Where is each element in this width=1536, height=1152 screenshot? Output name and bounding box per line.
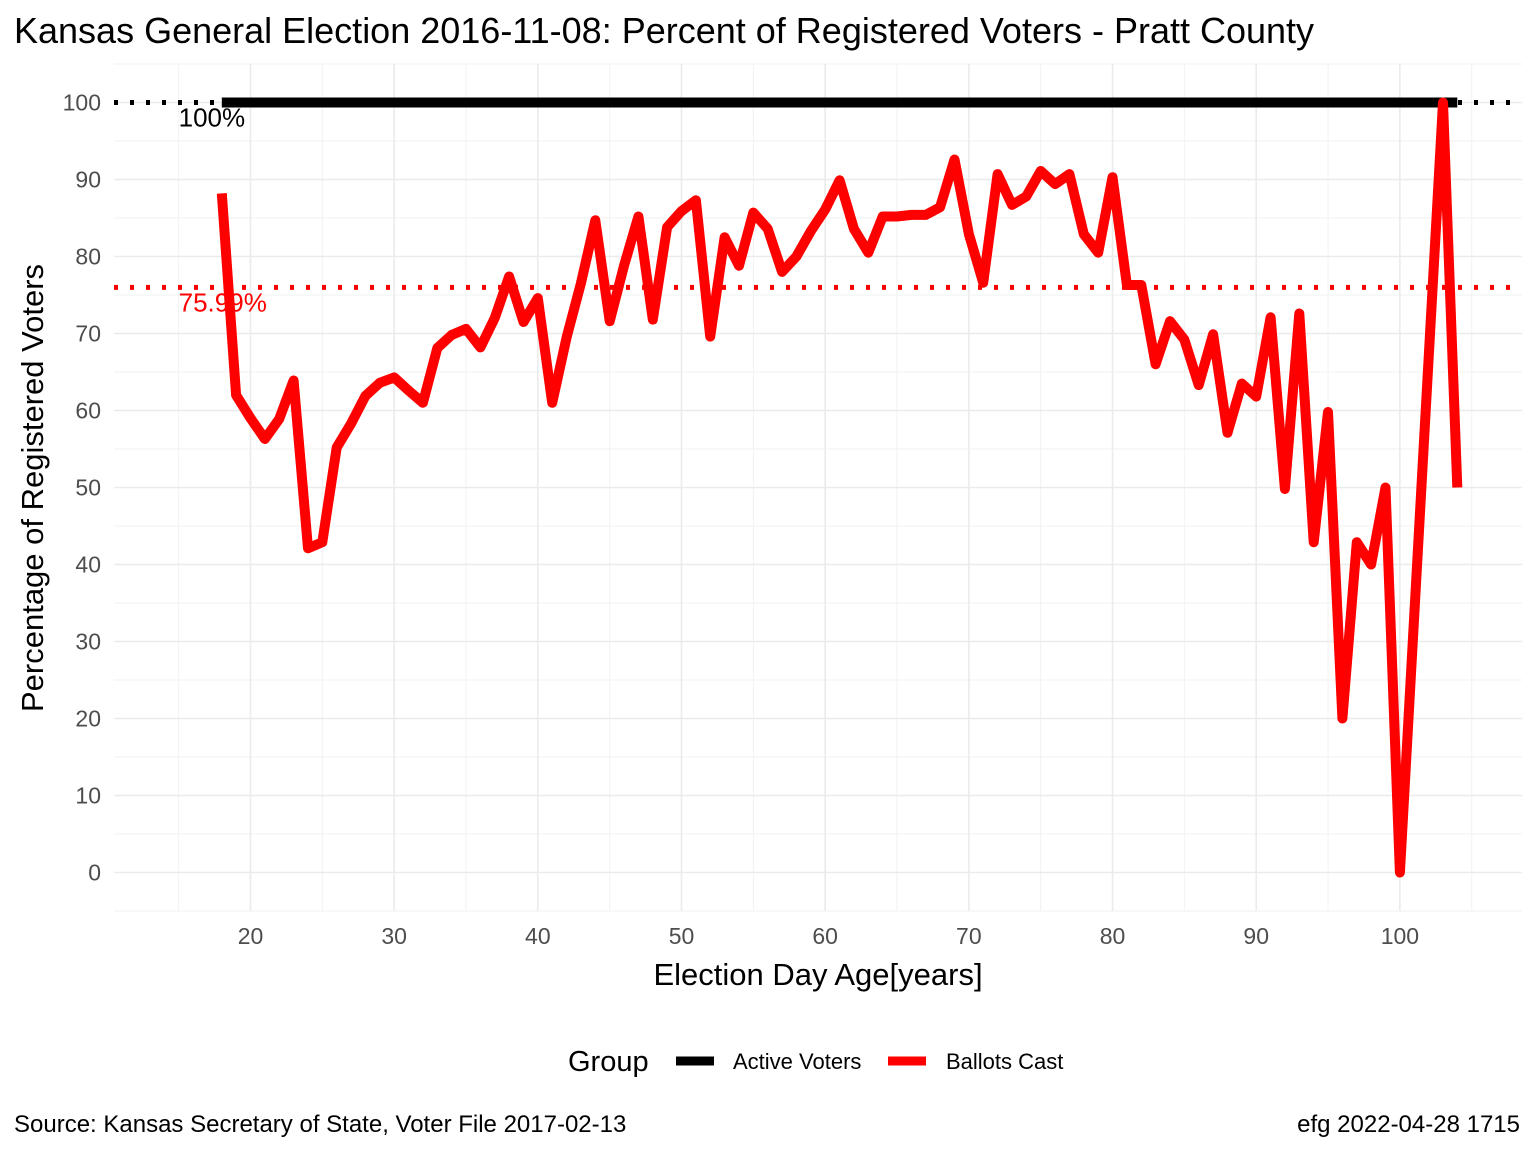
y-tick-label: 100 bbox=[63, 90, 101, 116]
x-tick-label: 20 bbox=[238, 923, 264, 949]
series-layer bbox=[216, 97, 1463, 878]
y-tick-label: 70 bbox=[75, 321, 101, 347]
x-tick-label: 40 bbox=[525, 923, 551, 949]
x-tick-label: 60 bbox=[812, 923, 838, 949]
y-tick-label: 40 bbox=[75, 552, 101, 578]
y-tick-label: 50 bbox=[75, 475, 101, 501]
reference-lines bbox=[114, 100, 1522, 290]
x-axis-title: Election Day Age[years] bbox=[653, 957, 982, 992]
caption-source: Source: Kansas Secretary of State, Voter… bbox=[14, 1111, 626, 1138]
y-axis-title: Percentage of Registered Voters bbox=[15, 264, 50, 712]
grid-minor bbox=[114, 63, 1522, 912]
x-tick-label: 50 bbox=[669, 923, 695, 949]
x-tick-label: 100 bbox=[1381, 923, 1419, 949]
reference-label-100: 100% bbox=[179, 103, 246, 133]
legend-label-active-voters: Active Voters bbox=[733, 1049, 861, 1074]
y-tick-label: 60 bbox=[75, 398, 101, 424]
chart-title: Kansas General Election 2016-11-08: Perc… bbox=[14, 10, 1314, 51]
legend-title: Group bbox=[568, 1046, 649, 1078]
reference-label-mean: 75.99% bbox=[179, 287, 267, 317]
x-tick-label: 30 bbox=[381, 923, 407, 949]
y-axis-ticks: 0 10 20 30 40 50 60 70 80 90 100 bbox=[63, 90, 101, 886]
caption-credit: efg 2022-04-28 1715 bbox=[1297, 1111, 1520, 1138]
y-tick-label: 80 bbox=[75, 244, 101, 270]
y-tick-label: 10 bbox=[75, 783, 101, 809]
x-tick-label: 90 bbox=[1243, 923, 1269, 949]
x-tick-label: 80 bbox=[1100, 923, 1126, 949]
series-line-ballots-cast bbox=[216, 97, 1463, 878]
y-tick-label: 20 bbox=[75, 706, 101, 732]
legend: Group Active Voters Ballots Cast bbox=[568, 1046, 1063, 1078]
y-tick-label: 0 bbox=[88, 860, 101, 886]
reference-labels: 100% 75.99% bbox=[179, 103, 267, 318]
y-tick-label: 30 bbox=[75, 629, 101, 655]
x-axis-ticks: 20 30 40 50 60 70 80 90 100 bbox=[238, 923, 1419, 949]
legend-label-ballots-cast: Ballots Cast bbox=[946, 1049, 1063, 1074]
y-tick-label: 90 bbox=[75, 167, 101, 193]
x-tick-label: 70 bbox=[956, 923, 982, 949]
